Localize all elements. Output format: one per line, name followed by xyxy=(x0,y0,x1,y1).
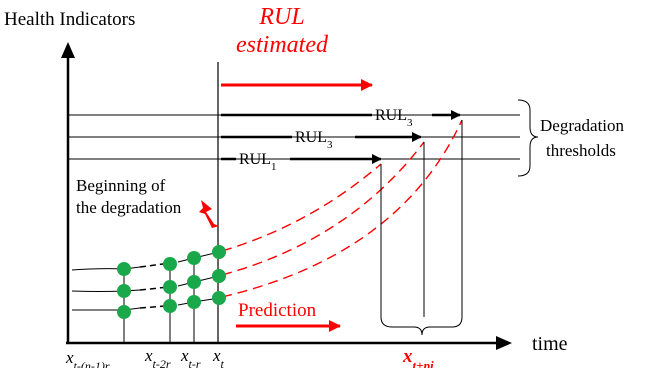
tick-label-2r: xt-2r xyxy=(144,346,171,368)
prediction-curve-3 xyxy=(221,119,463,298)
point-t-mid xyxy=(212,269,226,283)
point-r-bot xyxy=(187,295,201,309)
tick-label-r: xt-r xyxy=(180,346,201,368)
y-axis-label: Health Indicators xyxy=(4,9,135,30)
y-axis-arrowhead xyxy=(61,42,75,58)
point-r-top xyxy=(187,251,201,265)
rul-title-line2: estimated xyxy=(236,32,329,58)
point-t-top xyxy=(212,245,226,259)
lightning-icon xyxy=(199,200,219,228)
tick-label-n1: xt-(n-1)r xyxy=(65,348,110,368)
x-axis-arrowhead xyxy=(496,336,512,350)
thresholds-brace xyxy=(517,99,539,177)
point-2r-top xyxy=(163,257,177,271)
tick-label-t: xt xyxy=(212,346,225,368)
rul-label-middle: RUL3 xyxy=(295,129,333,151)
beginning-label-line1: Beginning of xyxy=(76,176,166,195)
beginning-label-line2: the degradation xyxy=(76,198,182,217)
point-t-bot xyxy=(212,291,226,305)
point-n1-mid xyxy=(117,284,131,298)
prediction-curve-2 xyxy=(221,141,425,276)
point-n1-top xyxy=(117,262,131,276)
thresholds-label-line1: Degradation xyxy=(540,116,625,135)
point-2r-mid xyxy=(163,280,177,294)
thresholds-label-line2: thresholds xyxy=(546,141,616,160)
rul-label-bottom: RUL1 xyxy=(239,151,277,173)
prediction-point-label: xt+pi xyxy=(402,346,434,368)
point-r-mid xyxy=(187,275,201,289)
prediction-brace xyxy=(380,316,463,336)
point-2r-bot xyxy=(163,299,177,313)
point-n1-bot xyxy=(117,305,131,319)
x-axis-label: time xyxy=(532,333,568,355)
observed-points xyxy=(117,245,226,319)
prediction-curve-1 xyxy=(221,163,382,252)
prediction-label: Prediction xyxy=(238,300,317,321)
rul-label-top: RUL3 xyxy=(375,107,413,129)
rul-title-line1: RUL xyxy=(258,4,304,30)
